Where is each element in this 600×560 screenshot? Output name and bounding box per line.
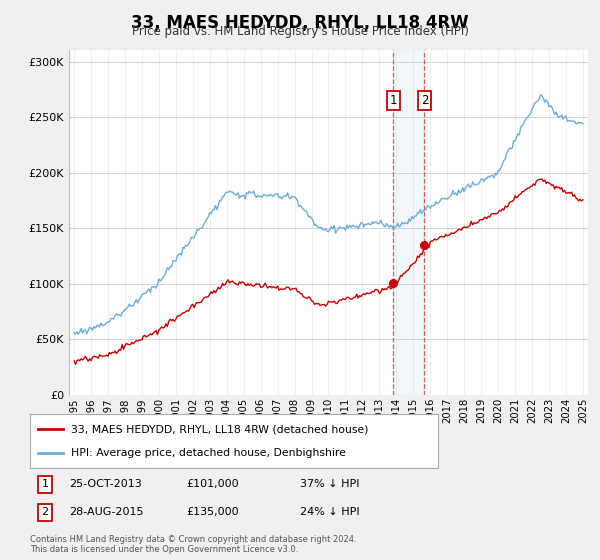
Text: 1: 1 <box>389 94 397 107</box>
Text: HPI: Average price, detached house, Denbighshire: HPI: Average price, detached house, Denb… <box>71 447 346 458</box>
Text: 25-OCT-2013: 25-OCT-2013 <box>69 479 142 489</box>
Text: 24% ↓ HPI: 24% ↓ HPI <box>300 507 359 517</box>
Bar <box>393 50 424 395</box>
Point <box>388 278 398 287</box>
Text: Price paid vs. HM Land Registry's House Price Index (HPI): Price paid vs. HM Land Registry's House … <box>131 25 469 38</box>
Text: 1: 1 <box>41 479 49 489</box>
Text: Contains HM Land Registry data © Crown copyright and database right 2024.
This d: Contains HM Land Registry data © Crown c… <box>30 535 356 554</box>
Text: 33, MAES HEDYDD, RHYL, LL18 4RW: 33, MAES HEDYDD, RHYL, LL18 4RW <box>131 14 469 32</box>
Text: 2: 2 <box>421 94 428 107</box>
Text: 2: 2 <box>41 507 49 517</box>
Text: 37% ↓ HPI: 37% ↓ HPI <box>300 479 359 489</box>
Text: £135,000: £135,000 <box>186 507 239 517</box>
Text: £101,000: £101,000 <box>186 479 239 489</box>
Point <box>419 240 429 249</box>
Text: 33, MAES HEDYDD, RHYL, LL18 4RW (detached house): 33, MAES HEDYDD, RHYL, LL18 4RW (detache… <box>71 424 368 435</box>
Text: 28-AUG-2015: 28-AUG-2015 <box>69 507 143 517</box>
